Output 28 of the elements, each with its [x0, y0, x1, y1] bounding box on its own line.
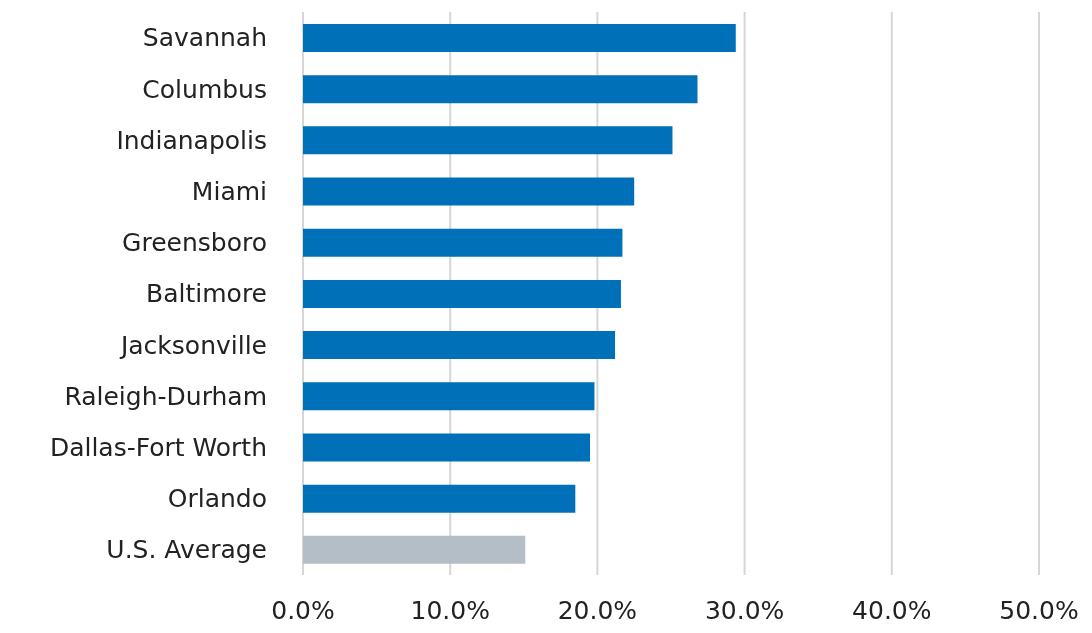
- bar: [303, 228, 623, 257]
- y-tick-label: Indianapolis: [116, 125, 267, 155]
- bar: [303, 535, 526, 564]
- bar: [303, 126, 673, 155]
- y-tick-label: Greensboro: [122, 228, 267, 258]
- bar: [303, 75, 698, 104]
- bar: [303, 382, 595, 411]
- bar: [303, 484, 576, 513]
- x-tick-label: 0.0%: [271, 595, 335, 625]
- x-tick-label: 20.0%: [557, 595, 638, 625]
- bar: [303, 177, 635, 206]
- x-tick-label: 50.0%: [999, 595, 1079, 625]
- bar: [303, 331, 616, 360]
- y-tick-label: Raleigh-Durham: [64, 381, 267, 411]
- x-tick-label: 10.0%: [410, 595, 490, 625]
- y-tick-label: Jacksonville: [118, 330, 267, 360]
- x-tick-label: 30.0%: [704, 595, 785, 625]
- y-tick-label: Columbus: [142, 74, 267, 104]
- bar: [303, 433, 591, 462]
- y-tick-label: U.S. Average: [106, 535, 267, 565]
- y-tick-label: Dallas-Fort Worth: [49, 432, 267, 462]
- y-tick-label: Baltimore: [146, 279, 267, 309]
- bar: [303, 24, 736, 52]
- y-tick-label: Miami: [191, 177, 267, 207]
- y-tick-label: Orlando: [167, 484, 267, 514]
- y-tick-label: Savannah: [142, 23, 267, 53]
- x-tick-label: 40.0%: [852, 595, 932, 625]
- bar: [303, 279, 621, 308]
